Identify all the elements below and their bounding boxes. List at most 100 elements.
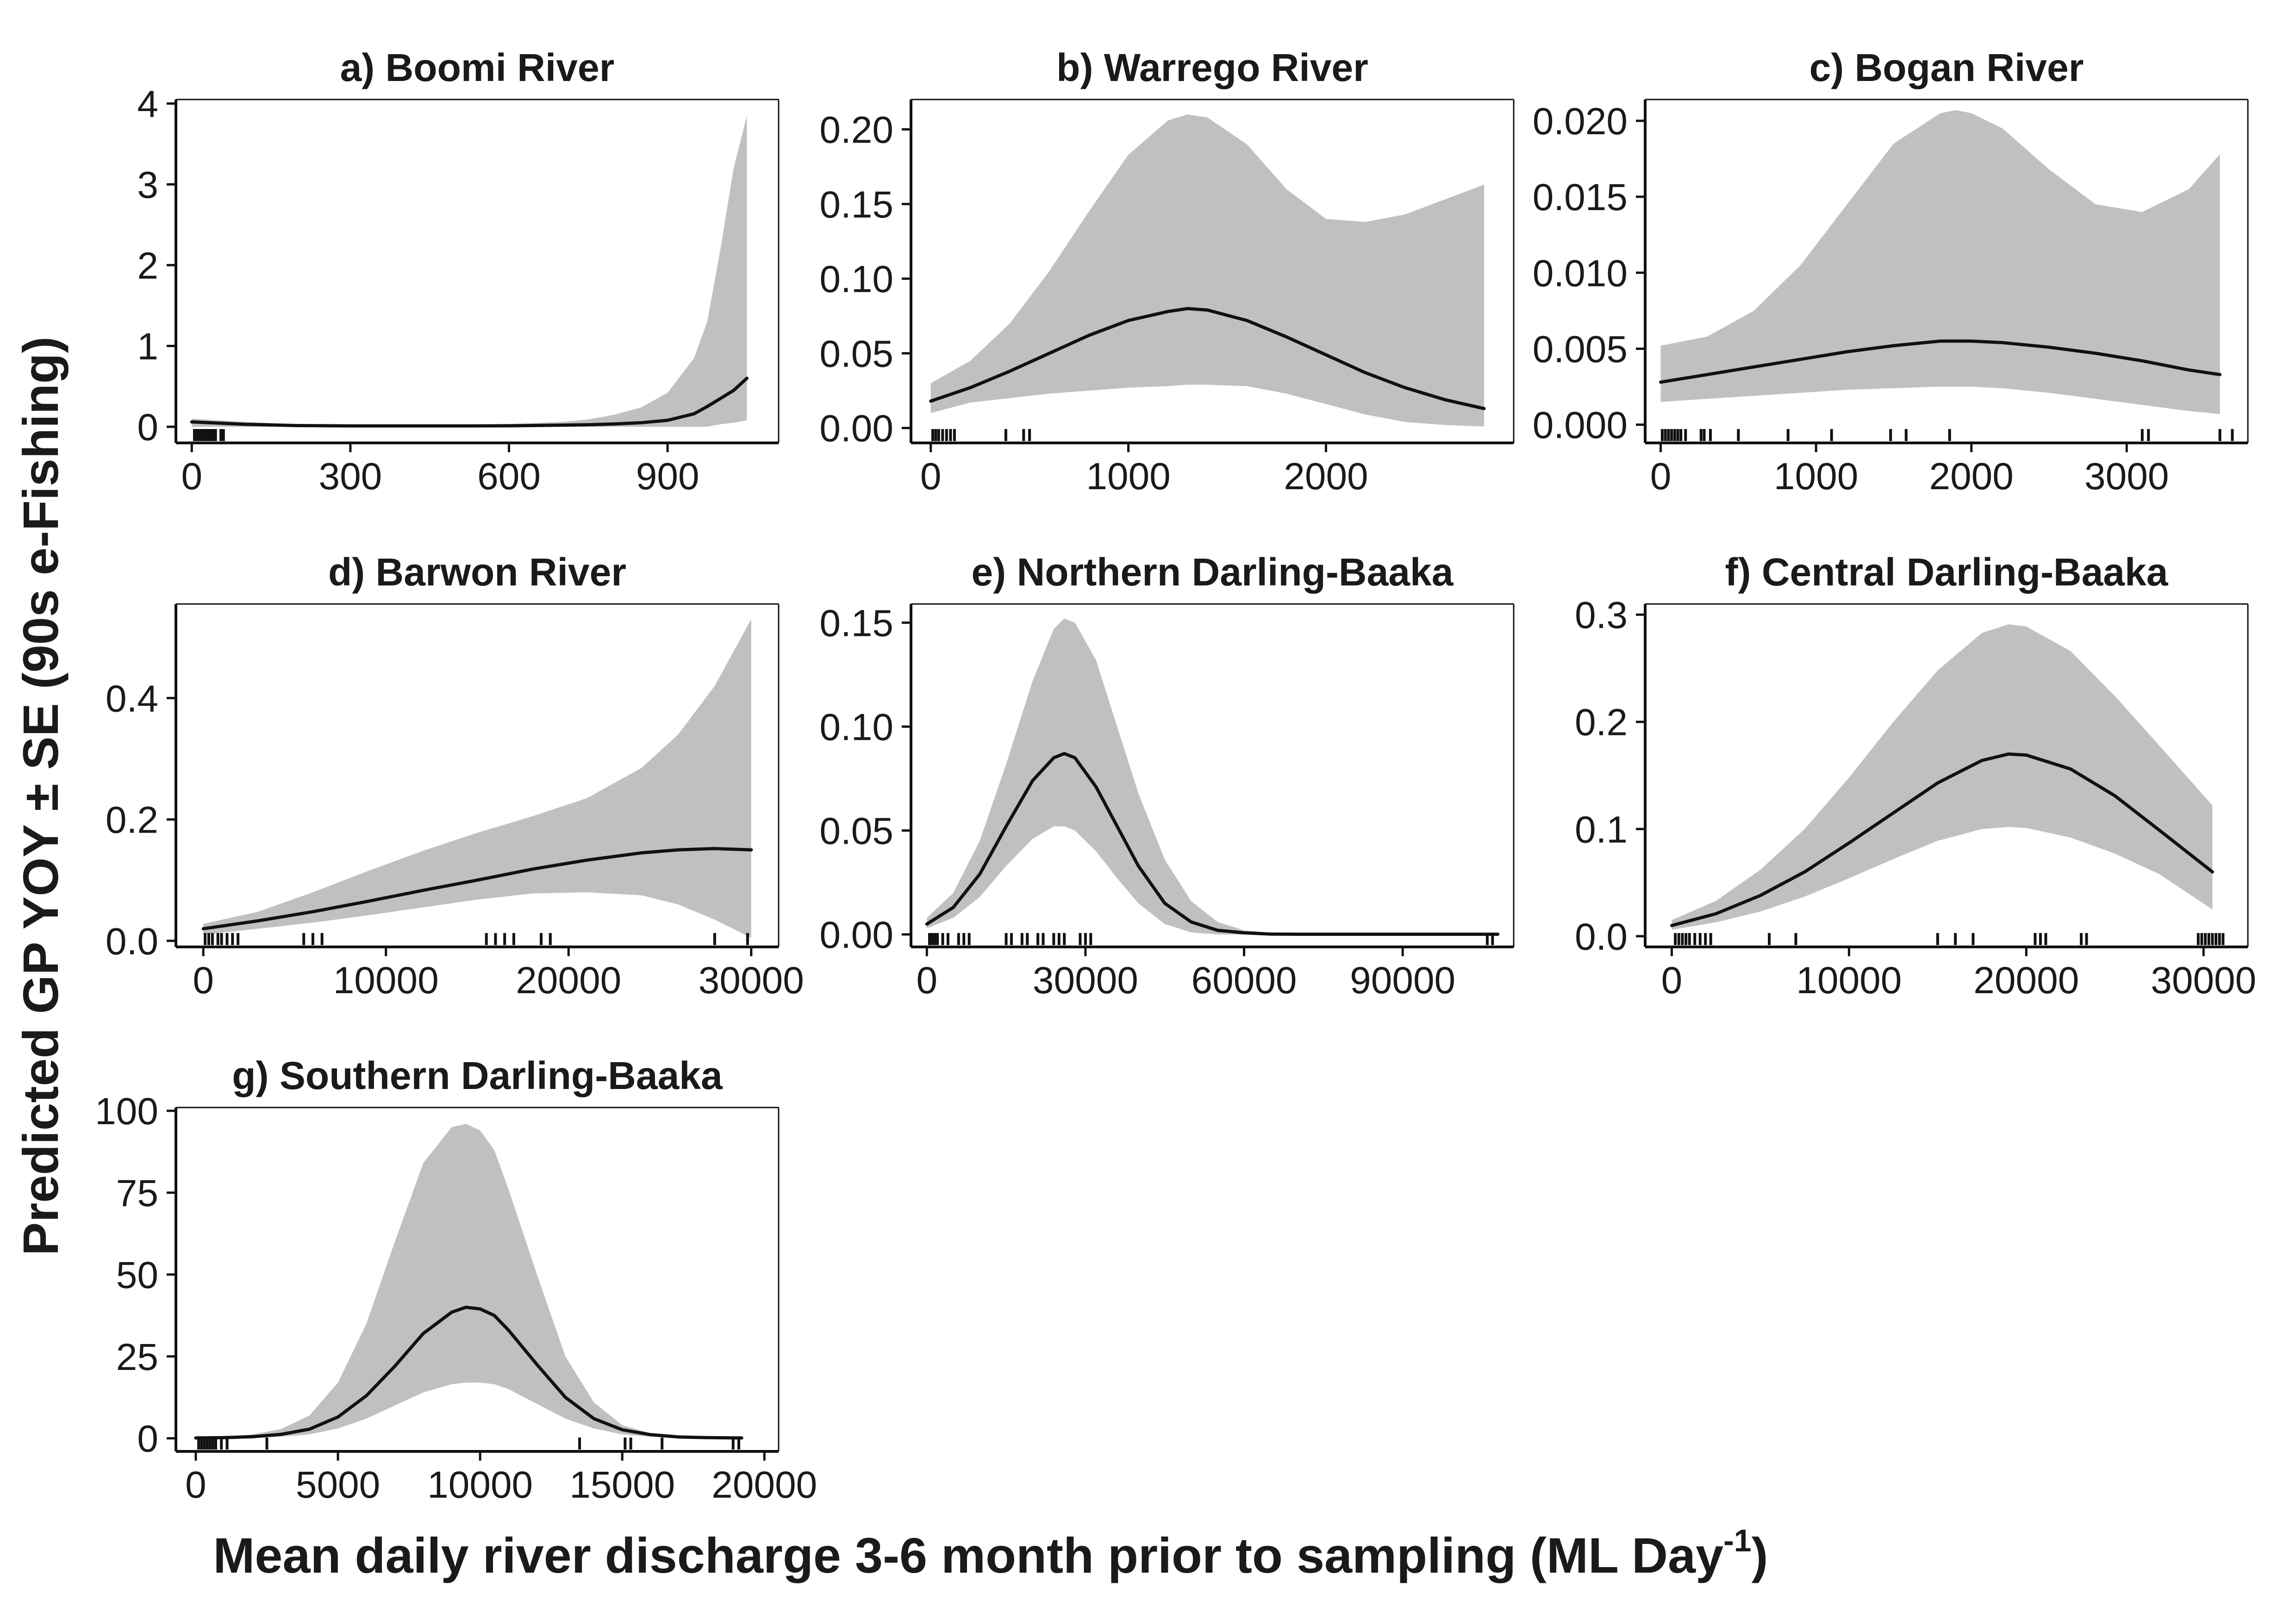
panel-d-y-tick-label: 0.0	[106, 921, 158, 963]
x-axis-title-end: )	[1752, 1527, 1768, 1583]
panel-f-y-tick-label: 0.1	[1575, 809, 1628, 851]
panel-f-x-tick-label: 0	[1661, 959, 1683, 1002]
panel-a-prediction-line	[190, 376, 749, 428]
panel-b-y-tick-label: 0.15	[819, 184, 893, 226]
x-axis-title-superscript: -1	[1723, 1523, 1751, 1558]
x-axis-title-main: Mean daily river discharge 3-6 month pri…	[213, 1527, 1723, 1583]
panel-f-rug	[1674, 933, 2225, 945]
panel-e-y-tick-label: 0.15	[819, 602, 893, 644]
panel-e-title: e) Northern Darling-Baaka	[972, 550, 1454, 594]
panel-g-x-tick-label: 20000	[711, 1464, 817, 1506]
panel-d-y-tick-label: 0.4	[106, 678, 158, 720]
panel-g-y-tick-label: 25	[116, 1336, 158, 1378]
panel-e-x-tick-label: 60000	[1192, 959, 1297, 1002]
panel-e-rug	[928, 933, 1494, 945]
panel-b-prediction-line	[929, 307, 1486, 411]
panel-d: d) Barwon River 0 10000 20000 30000 0.0 0.2 0.4	[106, 550, 804, 1002]
panel-f-x-tick-label: 20000	[1973, 959, 2079, 1002]
panel-f-y-tick-label: 0.3	[1575, 594, 1628, 636]
panel-f-x-tick-label: 30000	[2151, 959, 2256, 1002]
panel-a: a) Boomi River 0 300 600 900 0 1 2 3 4	[137, 46, 780, 498]
panel-c-y-tick-label: 0.020	[1533, 100, 1628, 143]
panel-e-x-tick-label: 30000	[1033, 959, 1138, 1002]
x-axis-title: Mean daily river discharge 3-6 month pri…	[213, 1523, 1768, 1583]
panel-b-y-tick-label: 0.00	[819, 408, 893, 450]
panel-g-y-tick-label: 0	[137, 1418, 158, 1460]
panel-e-se-band	[927, 618, 1498, 935]
panel-a-x-tick-label: 900	[636, 455, 699, 498]
panel-g-y-tick-label: 50	[116, 1254, 158, 1296]
panel-a-x-tick-label: 300	[318, 455, 382, 498]
panel-b-y-tick-label: 0.20	[819, 109, 893, 151]
panel-g-rug	[197, 1438, 741, 1450]
panel-e-x-tick-label: 90000	[1350, 959, 1455, 1002]
panel-d-se-band	[203, 619, 751, 938]
panel-e-y-tick-label: 0.10	[819, 706, 893, 748]
panel-a-y-tick-label: 0	[137, 406, 158, 448]
panel-d-x-tick-label: 20000	[516, 959, 621, 1002]
panel-e-x-tick-label: 0	[916, 959, 937, 1002]
panel-g-se-band	[196, 1124, 742, 1438]
panel-f-prediction-line	[1670, 752, 2214, 927]
panel-g: g) Southern Darling-Baaka 0 5000 10000 15000…	[95, 1054, 817, 1506]
panel-a-x-tick-label: 0	[181, 455, 202, 498]
panel-d-x-tick-label: 10000	[333, 959, 439, 1002]
panel-c-prediction-line	[1659, 339, 2222, 384]
panel-b-x-tick-label: 1000	[1086, 455, 1170, 498]
panel-a-rug	[193, 429, 225, 441]
panel-e-prediction-line	[925, 752, 1500, 936]
panel-c-se-band	[1660, 110, 2220, 414]
panel-b: b) Warrego River 0 1000 2000 0.00 0.05 0.10 0.1…	[819, 46, 1515, 498]
panel-b-title: b) Warrego River	[1056, 46, 1368, 89]
panel-a-y-tick-label: 1	[137, 325, 158, 367]
panel-b-x-tick-label: 2000	[1284, 455, 1368, 498]
panel-f-se-band	[1672, 624, 2213, 930]
panel-g-x-tick-label: 5000	[296, 1464, 380, 1506]
panel-g-y-tick-label: 75	[116, 1172, 158, 1214]
panel-e-y-tick-label: 0.05	[819, 810, 893, 853]
panel-g-y-tick-label: 100	[95, 1090, 158, 1133]
panel-c-x-tick-label: 2000	[1929, 455, 2013, 498]
panel-b-x-tick-label: 0	[920, 455, 942, 498]
panel-c-x-tick-label: 0	[1650, 455, 1672, 498]
panel-b-y-tick-label: 0.10	[819, 258, 893, 300]
panel-a-y-tick-label: 2	[137, 245, 158, 287]
panel-b-se-band	[930, 114, 1484, 427]
panel-f-y-tick-label: 0.2	[1575, 702, 1628, 744]
panel-a-x-tick-label: 600	[477, 455, 541, 498]
panel-c-x-tick-label: 3000	[2084, 455, 2169, 498]
panel-e: e) Northern Darling-Baaka 0 30000 60000 9000…	[819, 550, 1515, 1002]
panel-a-se-band	[192, 115, 747, 427]
panel-a-y-tick-label: 4	[137, 83, 158, 125]
panel-g-x-tick-label: 15000	[569, 1464, 675, 1506]
panel-d-x-tick-label: 30000	[699, 959, 804, 1002]
panel-b-y-tick-label: 0.05	[819, 333, 893, 375]
panel-f-title: f) Central Darling-Baaka	[1725, 550, 2169, 594]
panel-c-y-tick-label: 0.005	[1533, 328, 1628, 370]
panel-g-title: g) Southern Darling-Baaka	[232, 1054, 723, 1097]
panel-b-rug	[931, 429, 1031, 441]
panel-d-title: d) Barwon River	[328, 550, 626, 594]
panel-g-x-tick-label: 0	[185, 1464, 206, 1506]
panel-d-prediction-line	[201, 847, 753, 931]
panel-e-y-tick-label: 0.00	[819, 914, 893, 956]
panel-c-y-tick-label: 0.015	[1533, 176, 1628, 218]
panel-f-y-tick-label: 0.0	[1575, 916, 1628, 958]
chart-panels: a) Boomi River 0 300 600 900 0 1 2 3 4 b) Warrego …	[95, 46, 2256, 1506]
panel-a-y-tick-label: 3	[137, 164, 158, 206]
panel-c-title: c) Bogan River	[1809, 46, 2084, 89]
panel-d-rug	[204, 933, 749, 945]
panel-c-x-tick-label: 1000	[1774, 455, 1858, 498]
panel-c-rug	[1660, 429, 2234, 441]
y-axis-title: Predicted GP YOY ± SE (90s e-Fishing)	[12, 336, 69, 1256]
panel-c: c) Bogan River 0 1000 2000 3000 0.000 0.005 0.0…	[1533, 46, 2249, 498]
panel-a-title: a) Boomi River	[340, 46, 615, 89]
panel-d-x-tick-label: 0	[193, 959, 214, 1002]
panel-f: f) Central Darling-Baaka 0 10000 20000 30000…	[1575, 550, 2256, 1002]
panel-c-y-tick-label: 0.000	[1533, 404, 1628, 447]
panel-d-y-tick-label: 0.2	[106, 799, 158, 841]
panel-g-prediction-line	[194, 1306, 743, 1440]
panel-c-y-tick-label: 0.010	[1533, 252, 1628, 294]
panel-g-x-tick-label: 10000	[427, 1464, 533, 1506]
